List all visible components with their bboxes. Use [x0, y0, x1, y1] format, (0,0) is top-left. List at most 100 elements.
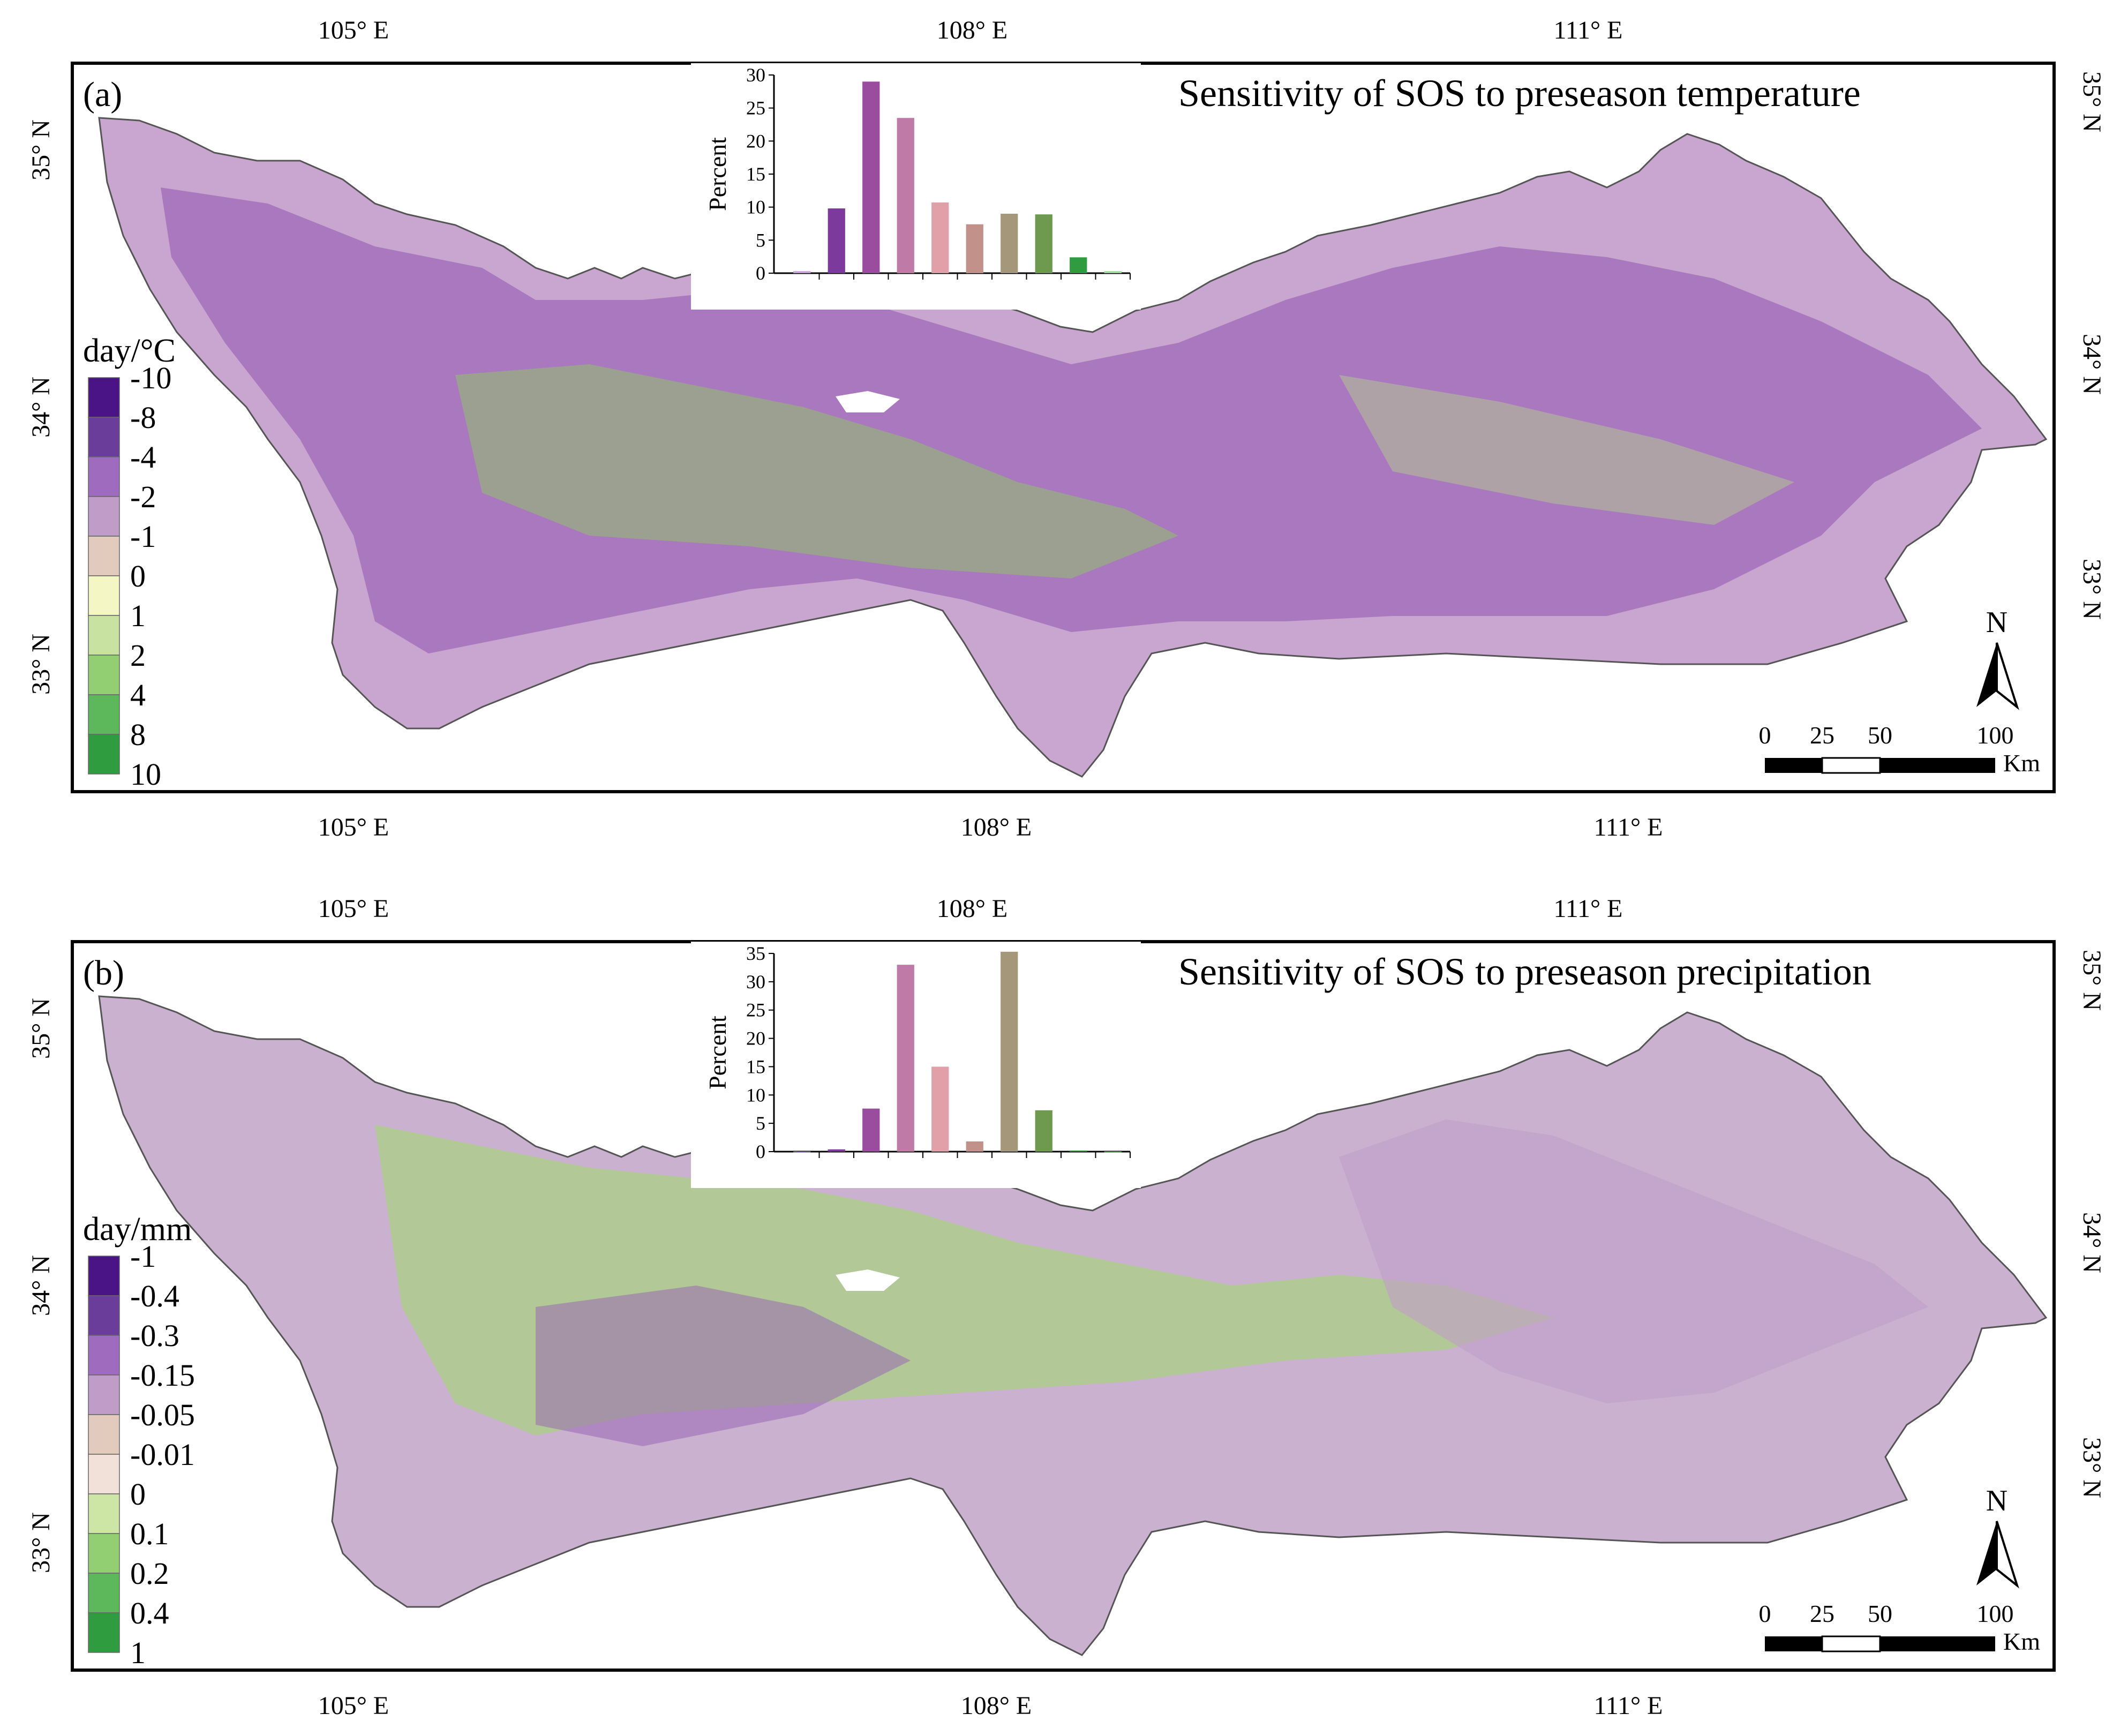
scale-tick-label: 25 [1810, 1600, 1834, 1627]
lon-label-top: 111° E [1554, 16, 1623, 44]
legend-label: -0.3 [130, 1318, 179, 1353]
sensitivity-patch [1339, 375, 1794, 525]
histogram-bar [1001, 951, 1018, 1152]
north-arrow-icon [1996, 642, 2019, 710]
y-tick-label: 35 [746, 943, 765, 964]
histogram-bar [1070, 257, 1087, 273]
lat-label-left: 35° N [27, 119, 55, 181]
scale-segment [1765, 1636, 1822, 1651]
legend-label: -1 [130, 1239, 156, 1274]
scale-tick-label: 0 [1759, 1600, 1771, 1627]
region-map [98, 995, 2048, 1656]
legend-swatch [88, 1454, 120, 1494]
scale-tick-label: 25 [1810, 722, 1834, 749]
legend-swatch [88, 615, 120, 656]
region-map [98, 117, 2048, 778]
lat-label-left: 33° N [27, 634, 55, 695]
north-arrow: N [1976, 1484, 2019, 1589]
legend-swatch [88, 734, 120, 775]
histogram-bar [862, 1108, 880, 1152]
lake-patch [836, 1269, 900, 1291]
panel-letter: (a) [83, 75, 122, 114]
sensitivity-patch [455, 364, 1178, 578]
lat-label-right: 33° N [2078, 1437, 2106, 1498]
legend-swatch [88, 694, 120, 735]
scale-bar: 0 25 50 100 Km [1759, 1600, 2041, 1655]
legend-swatch [88, 575, 120, 616]
legend-swatch [88, 1256, 120, 1296]
lat-label-left: 34° N [27, 1255, 55, 1316]
inset-histogram: 0 5 10 15 20 25 30 Percent [691, 63, 1141, 310]
y-tick-label: 15 [746, 163, 765, 185]
inset-histogram: 0 5 10 15 20 25 30 35 Percent [691, 942, 1141, 1188]
legend-label: 0 [130, 559, 146, 593]
y-tick-label: 30 [746, 971, 765, 993]
legend-swatch [88, 1612, 120, 1653]
legend-swatch [88, 1414, 120, 1455]
scale-segment [1880, 1636, 1995, 1651]
histogram-bar [1001, 214, 1018, 273]
north-arrow-icon [1976, 643, 1997, 707]
map-panel-a-svg: 105° E 108° E 111° E 105° E 108° E 111° … [27, 16, 2106, 841]
histogram-bar [1035, 1110, 1052, 1152]
lat-label-right: 34° N [2078, 334, 2106, 395]
legend-swatch [88, 1533, 120, 1574]
scale-tick-label: 100 [1977, 1600, 2014, 1627]
histogram-bar [1035, 214, 1052, 273]
scale-segment [1821, 757, 1881, 774]
y-tick-label: 25 [746, 97, 765, 119]
y-tick-label: 10 [746, 197, 765, 218]
y-axis-label: Percent [704, 137, 731, 211]
legend-label: 1 [130, 598, 146, 633]
histogram-bar [1070, 1150, 1087, 1152]
lat-label-left: 33° N [27, 1512, 55, 1573]
legend-label: 0.1 [130, 1516, 169, 1551]
legend-label: -0.05 [130, 1397, 195, 1432]
legend-label: -2 [130, 479, 156, 514]
legend-swatch [88, 1493, 120, 1534]
y-tick-label: 20 [746, 130, 765, 152]
north-arrow: N [1976, 606, 2019, 710]
histogram-bar [931, 1066, 949, 1152]
histogram-bar [966, 224, 983, 273]
legend-label: -1 [130, 519, 156, 554]
lake-patch [836, 391, 900, 412]
panel-letter: (b) [83, 953, 124, 993]
map-panel-b: 105° E 108° E 111° E 105° E 108° E 111° … [0, 878, 2128, 1735]
scale-tick-label: 100 [1977, 722, 2014, 749]
scale-segment [1821, 1635, 1881, 1652]
legend-label: -4 [130, 440, 156, 475]
lon-label-bottom: 105° E [318, 1692, 389, 1720]
lon-label-bottom: 108° E [961, 813, 1032, 841]
lon-label-top: 108° E [937, 895, 1008, 923]
legend-swatches: -1 -0.4 -0.3 -0.15 -0.05 -0.01 0 0.1 0.2 0.4 1 [88, 1239, 195, 1670]
y-tick-label: 25 [746, 999, 765, 1021]
y-tick-label: 15 [746, 1056, 765, 1077]
y-tick-label: 20 [746, 1028, 765, 1049]
legend-label: -0.01 [130, 1437, 195, 1472]
lat-label-right: 33° N [2078, 559, 2106, 620]
histogram-bar [828, 208, 845, 273]
lon-label-bottom: 111° E [1594, 813, 1663, 841]
legend-label: -0.4 [130, 1279, 179, 1313]
scale-unit: Km [2003, 1628, 2040, 1655]
legend-label: 8 [130, 717, 146, 752]
legend-swatch [88, 1573, 120, 1613]
y-axis-label: Percent [704, 1016, 731, 1089]
legend-label: -0.15 [130, 1358, 195, 1393]
histogram-bar [1104, 271, 1122, 273]
legend-label: -8 [130, 400, 156, 435]
lat-label-left: 34° N [27, 377, 55, 438]
histogram-background [691, 942, 1141, 1188]
legend-swatch [88, 496, 120, 537]
lon-label-bottom: 105° E [318, 813, 389, 841]
lon-label-top: 108° E [937, 16, 1008, 44]
north-arrow-icon [1996, 1521, 2019, 1589]
north-label: N [1986, 1484, 2007, 1517]
y-tick-label: 0 [756, 1141, 765, 1162]
legend-swatch [88, 1374, 120, 1415]
legend-swatch [88, 377, 120, 418]
y-tick-label: 0 [756, 262, 765, 284]
sensitivity-patch [1339, 1119, 1928, 1403]
